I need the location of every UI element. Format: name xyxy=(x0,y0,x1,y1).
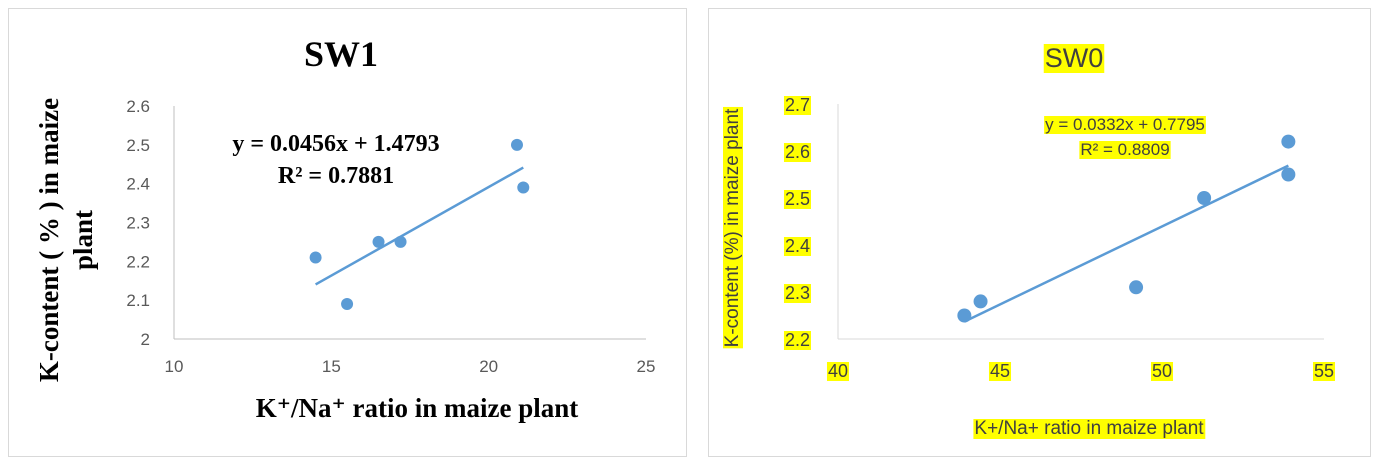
x-tick-label: 10 xyxy=(165,357,184,376)
text-highlight xyxy=(973,419,1206,439)
text-highlight xyxy=(783,96,811,115)
x-tick-label: 25 xyxy=(637,357,656,376)
text-highlight xyxy=(826,362,850,381)
text-highlight xyxy=(1312,362,1336,381)
y-tick-label: 2.2 xyxy=(126,252,150,271)
chart-panel-sw1: SW1 2 2.1 2.2 2.3 2.4 2.5 2.6 10 15 20 25 y = 0.0456… xyxy=(8,8,687,457)
x-tick-label: 45 xyxy=(990,361,1010,381)
text-highlight xyxy=(1043,44,1105,73)
y-tick-label: 2.6 xyxy=(785,142,810,162)
text-highlight xyxy=(1044,116,1206,134)
trendline xyxy=(314,166,524,286)
y-tick-label: 2.6 xyxy=(126,97,150,116)
data-point xyxy=(957,308,972,323)
x-axis-label: K⁺/Na⁺ ratio in maize plant xyxy=(256,393,578,423)
data-point xyxy=(1281,167,1296,182)
x-tick-label: 20 xyxy=(479,357,498,376)
data-point xyxy=(973,294,988,309)
y-tick-label: 2.3 xyxy=(126,214,150,233)
y-tick-label: 2.5 xyxy=(126,136,150,155)
scatter-chart-sw0: SW0 2.2 2.3 2.4 2.5 2.6 2.7 40 45 50 55 y = 0.0332x… xyxy=(722,43,1336,439)
y-tick-label: 2.4 xyxy=(126,175,150,194)
y-tick-label: 2.3 xyxy=(785,283,810,303)
y-tick-label: 2.7 xyxy=(785,95,810,115)
text-highlight xyxy=(783,190,811,209)
x-tick-label: 50 xyxy=(1152,361,1172,381)
r-squared-label: R² = 0.8809 xyxy=(1080,140,1169,159)
scatter-chart-sw1: SW1 2 2.1 2.2 2.3 2.4 2.5 2.6 10 15 20 25 y = 0.0456… xyxy=(34,34,656,423)
y-axis-label-line: K-content ( % ) in maize xyxy=(34,98,64,382)
trendline-equation: y = 0.0456x + 1.4793 xyxy=(232,131,439,157)
trendline-equation: y = 0.0332x + 0.7795 xyxy=(1045,115,1205,134)
text-highlight xyxy=(1079,141,1171,159)
y-axis-label-line: plant xyxy=(68,210,98,270)
data-point xyxy=(510,138,523,151)
text-highlight xyxy=(1150,362,1174,381)
chart-title: SW0 xyxy=(1045,43,1104,73)
data-point xyxy=(394,235,407,248)
text-highlight xyxy=(783,331,811,350)
text-highlight xyxy=(988,362,1012,381)
data-point xyxy=(372,235,385,248)
x-tick-label: 15 xyxy=(322,357,341,376)
text-highlight xyxy=(783,237,811,256)
chart-panel-sw0: SW0 2.2 2.3 2.4 2.5 2.6 2.7 40 45 50 55 y = 0.0332x… xyxy=(700,0,1374,459)
y-tick-label: 2.4 xyxy=(785,236,810,256)
chart-border xyxy=(708,8,1371,457)
y-tick-label: 2.5 xyxy=(785,189,810,209)
chart-border xyxy=(8,8,687,457)
text-highlight xyxy=(783,284,811,303)
data-point xyxy=(1197,191,1212,205)
x-axis-label: K+/Na+ ratio in maize plant xyxy=(974,418,1204,439)
y-tick-label: 2 xyxy=(141,330,150,349)
y-axis-label-text: K-content (%) in maize plant xyxy=(722,108,743,347)
x-tick-label: 40 xyxy=(828,361,848,381)
data-point xyxy=(1281,134,1296,149)
data-point xyxy=(341,298,354,311)
trendline xyxy=(963,164,1289,323)
text-highlight xyxy=(723,106,743,349)
data-point xyxy=(1129,280,1144,295)
r-squared-label: R² = 0.7881 xyxy=(278,163,394,189)
y-axis-label: K-content (%) in maize plant xyxy=(722,106,743,349)
chart-title: SW1 xyxy=(304,34,378,74)
data-point xyxy=(309,251,322,264)
y-axis-label: K-content ( % ) in maize plant xyxy=(34,98,98,382)
data-point xyxy=(517,181,530,194)
x-tick-label: 55 xyxy=(1314,361,1334,381)
y-tick-label: 2.2 xyxy=(785,330,810,350)
text-highlight xyxy=(783,143,811,162)
y-tick-label: 2.1 xyxy=(126,291,150,310)
